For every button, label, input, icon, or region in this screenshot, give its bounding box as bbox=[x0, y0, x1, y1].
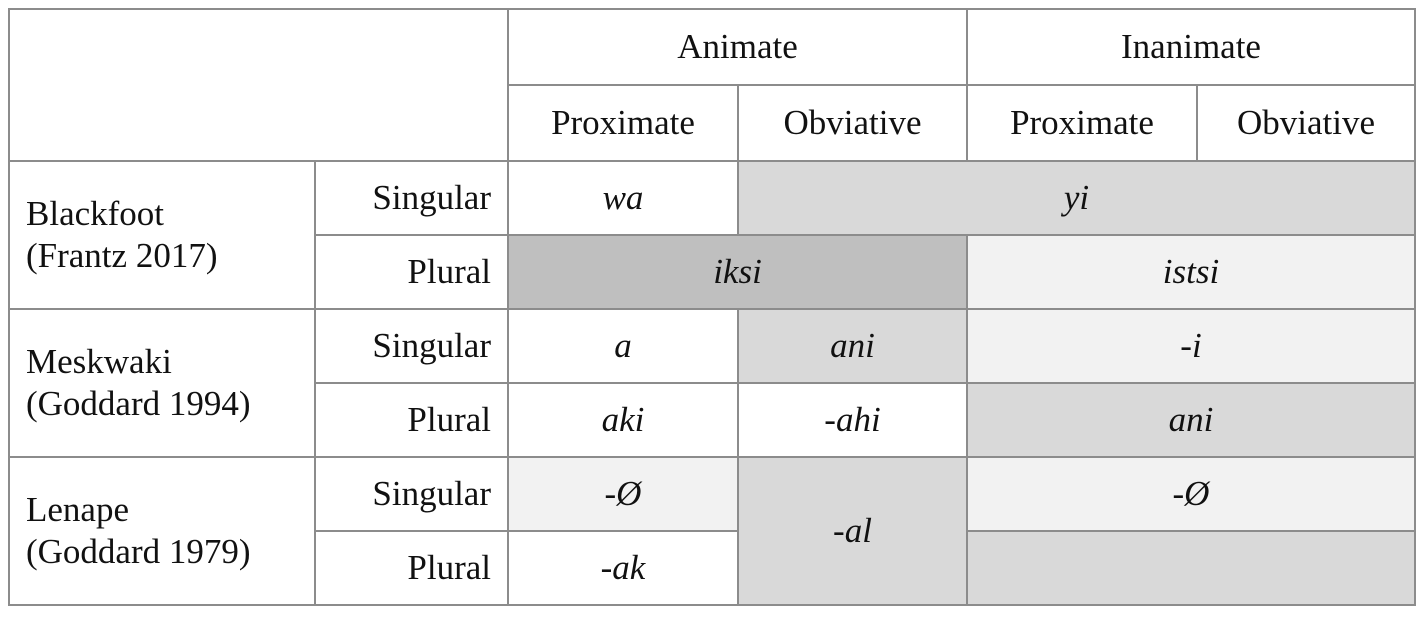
table-row: Plural iksi istsi bbox=[9, 234, 1416, 310]
form-cell: -i bbox=[966, 308, 1416, 384]
header-animate-proximate: Proximate bbox=[507, 84, 739, 162]
language-name: Lenape bbox=[26, 490, 129, 529]
form-cell: ani bbox=[737, 308, 968, 384]
form-cell: istsi bbox=[966, 234, 1416, 310]
form-cell: aki bbox=[507, 382, 739, 458]
number-label-singular: Singular bbox=[314, 308, 509, 384]
form-cell: wa bbox=[507, 160, 739, 236]
language-name: Blackfoot bbox=[26, 194, 165, 233]
corner-cell bbox=[8, 8, 509, 162]
shaded-continuation-cell bbox=[966, 530, 1416, 606]
header-row-obviation: Proximate Obviative Proximate Obviative bbox=[9, 84, 1416, 162]
header-animate-obviative: Obviative bbox=[737, 84, 968, 162]
language-name: Meskwaki bbox=[26, 342, 172, 381]
form-cell: -ahi bbox=[737, 382, 968, 458]
table-row: Blackfoot (Frantz 2017) Singular wa yi bbox=[8, 160, 1416, 310]
number-label-plural: Plural bbox=[314, 530, 509, 606]
language-cell-lenape: Lenape (Goddard 1979) bbox=[8, 456, 316, 606]
header-inanimate: Inanimate bbox=[966, 8, 1416, 86]
number-label-singular: Singular bbox=[314, 456, 509, 532]
language-cell-meskwaki: Meskwaki (Goddard 1994) bbox=[8, 308, 316, 458]
number-label-plural: Plural bbox=[314, 382, 509, 458]
form-cell: ani bbox=[966, 382, 1416, 458]
number-label-plural: Plural bbox=[314, 234, 509, 310]
form-cell: -Ø bbox=[507, 456, 739, 532]
language-source: (Goddard 1994) bbox=[26, 384, 251, 423]
table-row: Plural aki -ahi ani bbox=[9, 382, 1416, 458]
table-row: Plural -ak bbox=[9, 530, 1416, 606]
language-source: (Goddard 1979) bbox=[26, 532, 251, 571]
header-animate: Animate bbox=[507, 8, 968, 86]
number-label-singular: Singular bbox=[314, 160, 509, 236]
table-row: Lenape (Goddard 1979) Singular -Ø -al -Ø bbox=[8, 456, 1416, 606]
form-cell: -Ø bbox=[966, 456, 1416, 532]
form-cell-merged-obviative: -al bbox=[737, 456, 968, 606]
paradigm-table: Animate Inanimate Proximate Obviative Pr… bbox=[8, 8, 1416, 606]
language-source: (Frantz 2017) bbox=[26, 236, 218, 275]
form-cell: a bbox=[507, 308, 739, 384]
form-cell: yi bbox=[737, 160, 1416, 236]
header-inanimate-obviative: Obviative bbox=[1196, 84, 1416, 162]
header-inanimate-proximate: Proximate bbox=[966, 84, 1198, 162]
form-cell: -ak bbox=[507, 530, 739, 606]
header-row-gender: Animate Inanimate bbox=[8, 8, 1416, 162]
table-row: Meskwaki (Goddard 1994) Singular a ani -… bbox=[8, 308, 1416, 458]
form-cell: iksi bbox=[507, 234, 968, 310]
language-cell-blackfoot: Blackfoot (Frantz 2017) bbox=[8, 160, 316, 310]
